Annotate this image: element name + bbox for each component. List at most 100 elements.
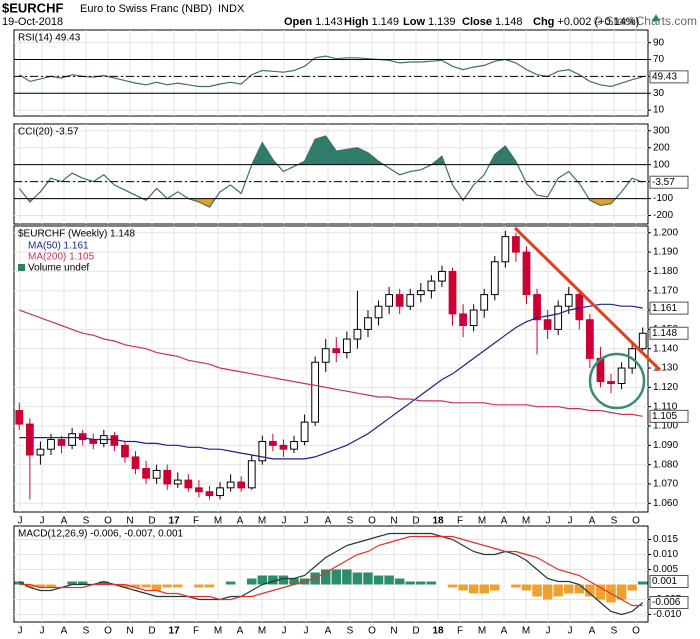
legend-entry: MA(50) 1.161 <box>28 241 89 252</box>
series-line <box>18 135 643 208</box>
histogram-bar <box>278 575 289 585</box>
candle-body <box>543 319 552 330</box>
series-line <box>19 535 643 607</box>
x-tick-label: S <box>83 626 90 637</box>
x-tick-label: S <box>347 626 354 637</box>
quote-value: +0.002 (+0.14%) <box>557 16 639 28</box>
value-tag-label: 1.161 <box>652 303 677 314</box>
x-tick-label: O <box>632 516 640 527</box>
quote-label: High <box>344 16 369 28</box>
series-line <box>19 309 643 417</box>
x-tick-label: J <box>40 516 45 527</box>
x-tick-label: M <box>522 626 530 637</box>
candle-body <box>163 469 172 485</box>
x-tick-label: D <box>412 626 419 637</box>
candle-body <box>184 479 193 489</box>
quote-value: 1.139 <box>428 16 456 28</box>
level-fill <box>19 135 643 165</box>
candle-body <box>258 440 267 462</box>
x-tick-label: J <box>546 626 551 637</box>
y-tick-label: 200 <box>653 142 670 153</box>
candle-body <box>131 456 140 470</box>
histogram-bar <box>627 584 637 591</box>
candle-body <box>237 481 246 489</box>
y-tick-label: 0.005 <box>653 564 678 575</box>
x-tick-label: M <box>214 626 222 637</box>
x-tick-label: F <box>457 516 463 527</box>
y-tick-label: 1.180 <box>653 266 678 277</box>
candle-body <box>374 305 383 319</box>
x-tick-label: D <box>148 516 155 527</box>
panel-title: $EURCHF (Weekly) 1.148 <box>18 229 136 240</box>
histogram-bar <box>151 584 162 591</box>
candle-body <box>321 348 330 363</box>
panel-title: RSI(14) 49.43 <box>18 33 81 44</box>
watermark: © StockCharts.com <box>593 14 697 28</box>
x-tick-label: N <box>126 626 133 637</box>
candle-body <box>195 487 203 493</box>
histogram-bar <box>320 569 331 585</box>
y-tick-label: 1.090 <box>653 440 678 451</box>
quote-label: Open <box>284 16 312 28</box>
histogram-bar <box>447 584 458 588</box>
symbol: $EURCHF <box>2 0 63 15</box>
panel-frame <box>13 225 649 513</box>
x-tick-label: O <box>104 626 112 637</box>
y-tick-label: 1.110 <box>653 401 678 412</box>
histogram-bar <box>490 584 500 591</box>
series-line <box>19 303 643 460</box>
y-tick-label: 1.080 <box>653 459 678 470</box>
histogram-bar <box>532 584 542 597</box>
histogram-bar <box>99 581 109 585</box>
quote: High 1.149 <box>344 16 399 28</box>
histogram-bar <box>77 581 88 585</box>
value-tag <box>649 326 689 340</box>
date: 19-Oct-2018 <box>2 16 63 28</box>
histogram-bar <box>363 572 373 585</box>
x-tick-label: O <box>632 626 640 637</box>
candle-body <box>279 444 288 450</box>
x-tick-label: 17 <box>168 626 180 637</box>
quote-value: 1.143 <box>315 16 343 28</box>
y-tick-label: -100 <box>653 193 673 204</box>
legend-entry: MA(200) 1.105 <box>28 252 95 263</box>
x-tick-label: A <box>501 516 508 527</box>
y-tick-label: 1.130 <box>653 363 678 374</box>
y-tick-label: 300 <box>653 125 670 136</box>
candle-body <box>512 236 520 253</box>
x-tick-label: A <box>589 626 596 637</box>
change-arrow <box>652 14 660 21</box>
x-tick-label: F <box>193 626 199 637</box>
histogram-bar <box>616 584 627 600</box>
x-tick-label: A <box>61 626 68 637</box>
quote-label: Close <box>462 16 492 28</box>
quote-label: Chg <box>533 16 554 28</box>
candle-body <box>205 491 214 497</box>
histogram-bar <box>405 581 416 585</box>
volume-icon <box>18 264 25 271</box>
series-line <box>19 532 644 616</box>
histogram-bar <box>458 584 468 591</box>
value-tag <box>649 575 689 588</box>
histogram-bar <box>511 584 521 588</box>
x-tick-label: J <box>546 516 551 527</box>
candle-body <box>406 294 415 307</box>
value-tag-label: 49.43 <box>652 71 677 82</box>
histogram-bar <box>595 584 606 600</box>
value-tag-label: 1.105 <box>652 411 677 422</box>
candle-body <box>364 317 372 330</box>
candle-body <box>36 448 45 456</box>
x-tick-label: A <box>237 626 244 637</box>
y-tick-label: 1.170 <box>653 285 678 296</box>
histogram-bar <box>130 584 141 588</box>
x-tick-label: M <box>522 516 530 527</box>
histogram-bar <box>563 584 574 594</box>
y-tick-label: 1.190 <box>653 247 678 258</box>
value-tag-label: -0.006 <box>652 597 681 608</box>
x-tick-label: N <box>390 626 397 637</box>
candle-body <box>152 469 161 479</box>
x-tick-label: J <box>18 626 23 637</box>
x-tick-label: S <box>347 516 354 527</box>
y-tick-label: 70 <box>653 54 665 65</box>
